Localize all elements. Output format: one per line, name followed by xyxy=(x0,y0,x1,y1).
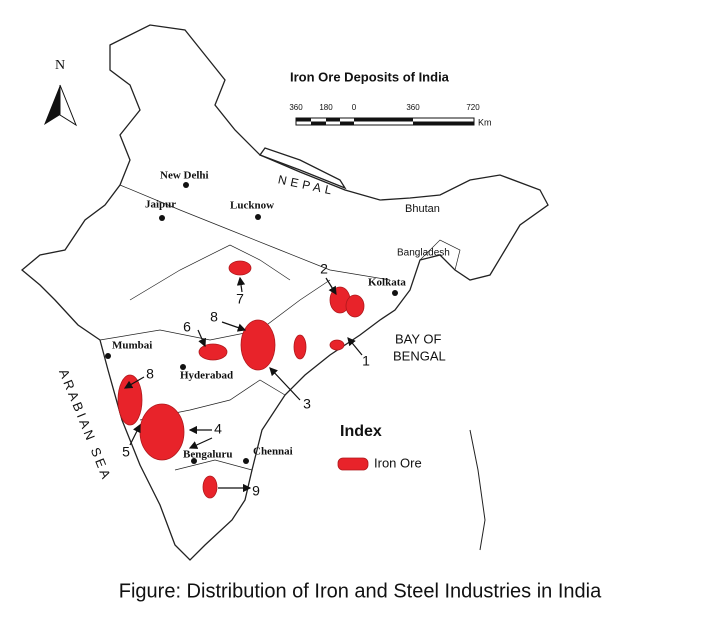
deposit-number: 8 xyxy=(210,309,218,325)
country-label: Bhutan xyxy=(405,203,440,215)
city-dot xyxy=(392,290,398,296)
city-dot xyxy=(105,353,111,359)
deposit-number: 2 xyxy=(320,261,328,277)
city-dot xyxy=(159,215,165,221)
deposit-number: 5 xyxy=(122,444,130,460)
city-label: Chennai xyxy=(253,446,293,458)
sea-label: BAY OF xyxy=(395,331,442,346)
deposit-number: 3 xyxy=(303,396,311,412)
caption: Figure: Distribution of Iron and Steel I… xyxy=(119,580,602,602)
city-label: Hyderabad xyxy=(180,370,233,382)
deposit-number: 7 xyxy=(236,291,244,307)
city-dot xyxy=(243,458,249,464)
city-label: Kolkata xyxy=(368,277,406,289)
city-label: Jaipur xyxy=(145,199,176,211)
north-arrow: N xyxy=(44,58,78,127)
scale-label: 720 xyxy=(466,103,480,112)
scale-labels: 360 180 0 360 720 xyxy=(289,103,480,112)
legend-swatch xyxy=(337,457,369,471)
sea-label: BENGAL xyxy=(393,348,446,363)
city-label: Mumbai xyxy=(112,340,152,352)
north-label: N xyxy=(55,58,65,73)
scale-label: 180 xyxy=(319,103,333,112)
scale-label: 360 xyxy=(406,103,420,112)
country-label: Bangladesh xyxy=(397,248,450,259)
legend-item: Iron Ore xyxy=(374,455,422,470)
city-dot xyxy=(180,364,186,370)
city-dot xyxy=(255,214,261,220)
scale-bar xyxy=(295,117,475,126)
scale-label: 360 xyxy=(289,103,303,112)
city-dot xyxy=(191,458,197,464)
deposit-number: 9 xyxy=(252,483,260,499)
deposit-number: 6 xyxy=(183,319,191,335)
deposit-number: 4 xyxy=(214,421,222,437)
city-label: Lucknow xyxy=(230,200,274,212)
scale-label: 0 xyxy=(352,103,357,112)
city-label: Bengaluru xyxy=(183,449,233,461)
city-dot xyxy=(183,182,189,188)
deposit-number: 8 xyxy=(146,366,154,382)
iron-ore-deposits xyxy=(117,260,365,499)
deposit-number: 1 xyxy=(362,353,370,369)
legend-title: Index xyxy=(340,423,382,440)
scale-unit: Km xyxy=(478,117,492,127)
map-title: Iron Ore Deposits of India xyxy=(290,69,450,84)
city-label: New Delhi xyxy=(160,170,209,182)
number-arrows xyxy=(123,276,363,493)
sea-label: ARABIAN SEA xyxy=(56,367,115,484)
